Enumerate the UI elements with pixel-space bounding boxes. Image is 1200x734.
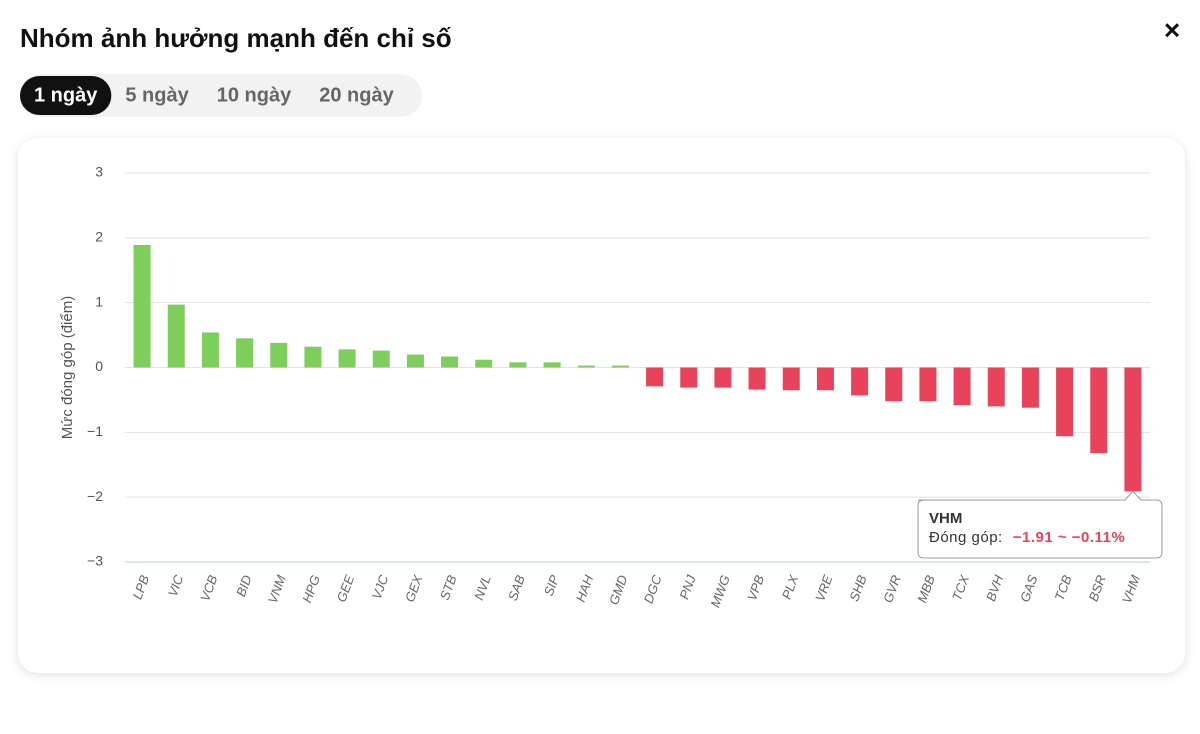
y-tick-label: −3 (87, 553, 103, 569)
bar[interactable] (133, 244, 151, 368)
y-tick-label: 0 (95, 358, 103, 374)
chart-card (18, 138, 1185, 673)
bar[interactable] (509, 362, 527, 368)
bar[interactable] (816, 367, 834, 391)
bar[interactable] (680, 367, 698, 388)
y-tick-label: −1 (87, 423, 103, 439)
bar[interactable] (611, 365, 629, 368)
tab-label[interactable]: 1 ngày (34, 84, 98, 106)
bar[interactable] (919, 367, 937, 402)
bar[interactable] (475, 359, 493, 368)
bar[interactable] (406, 354, 424, 368)
bar[interactable] (782, 367, 800, 391)
tooltip-value: −1.91 ~ −0.11% (1013, 529, 1126, 546)
bar[interactable] (543, 362, 561, 368)
close-button[interactable]: × (1164, 14, 1180, 45)
x-tick-label: BID (233, 573, 255, 598)
y-tick-label: 3 (95, 164, 103, 180)
tab-label[interactable]: 5 ngày (125, 84, 189, 106)
tooltip-label: Đóng góp: (929, 529, 1003, 546)
bar[interactable] (270, 342, 288, 368)
bar[interactable] (1056, 367, 1074, 437)
x-tick-label: SIP (541, 573, 562, 598)
title: Nhóm ảnh hưởng mạnh đến chỉ số (20, 23, 452, 53)
bar[interactable] (577, 365, 595, 368)
bar[interactable] (714, 367, 732, 388)
y-tick-label: −2 (87, 488, 103, 504)
tab-bar (20, 74, 422, 117)
bar[interactable] (1021, 367, 1039, 408)
bar[interactable] (885, 367, 903, 402)
bar[interactable] (1124, 367, 1142, 492)
bar[interactable] (748, 367, 766, 390)
bar[interactable] (338, 349, 356, 368)
tab-label[interactable]: 10 ngày (217, 84, 292, 106)
bar[interactable] (201, 332, 219, 368)
y-axis-label: Mức đóng góp (điểm) (59, 296, 76, 439)
tooltip-box (917, 490, 1163, 559)
bar[interactable] (304, 346, 322, 368)
bar[interactable] (372, 350, 390, 368)
bar[interactable] (646, 367, 664, 387)
tooltip: VHM Đóng góp: −1.91 ~ −0.11% (917, 490, 1163, 559)
bar[interactable] (441, 356, 459, 368)
bar[interactable] (236, 338, 254, 368)
bar[interactable] (953, 367, 971, 406)
tab-label[interactable]: 20 ngày (319, 84, 394, 106)
bar[interactable] (987, 367, 1005, 407)
bar[interactable] (1090, 367, 1108, 454)
tab-active[interactable] (20, 76, 112, 115)
bar[interactable] (851, 367, 869, 396)
bar[interactable] (167, 304, 185, 368)
y-tick-label: 2 (95, 229, 103, 245)
y-tick-label: 1 (95, 293, 103, 309)
tooltip-title: VHM (929, 510, 962, 527)
x-tick-label: VIC (165, 572, 187, 598)
